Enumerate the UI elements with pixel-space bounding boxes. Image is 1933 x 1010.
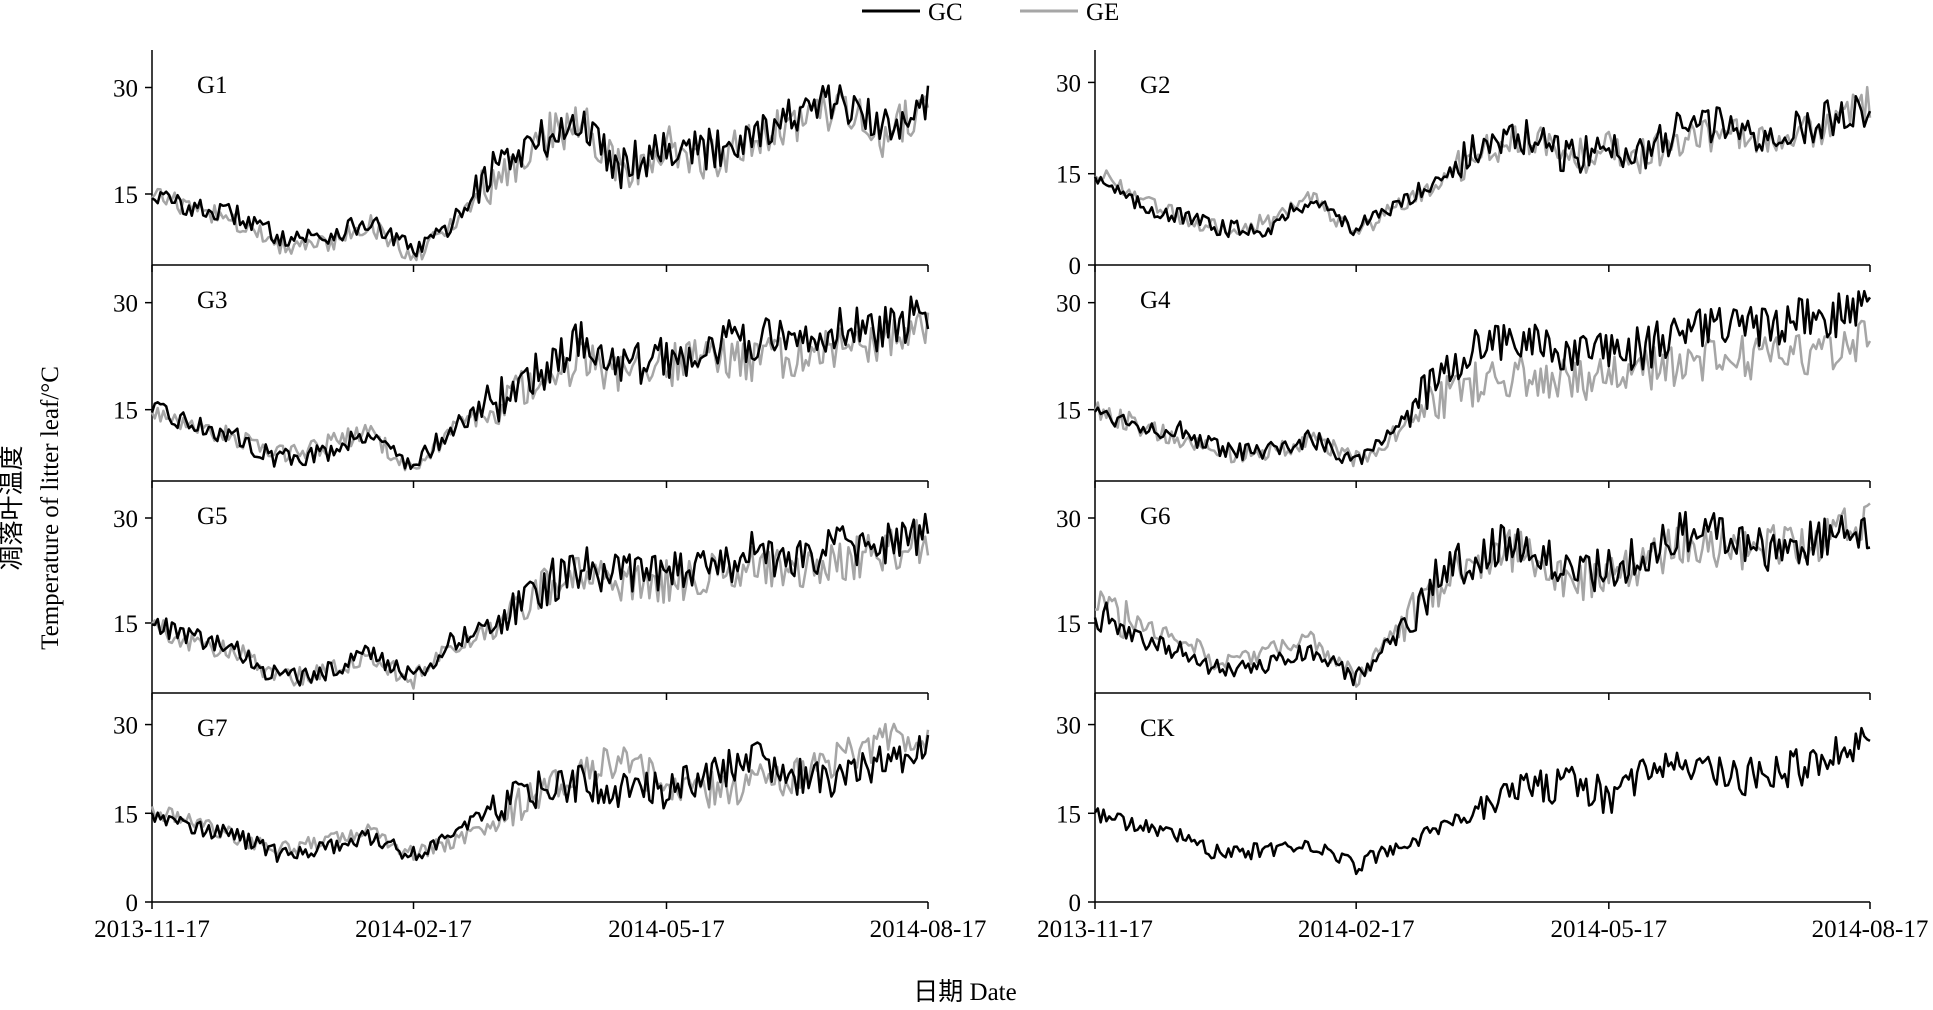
series-line-gc: [1093, 94, 1872, 239]
x-tick-label: 2013-11-17: [1037, 916, 1153, 943]
y-axis-title: 凋落叶温度 Temperature of litter leaf/°C: [0, 366, 64, 650]
y-tick-label: 30: [1056, 70, 1081, 97]
y-tick-label: 15: [113, 182, 138, 209]
series-line-gc: [1093, 289, 1872, 466]
y-tick-label: 15: [1056, 398, 1081, 425]
series-line-ge: [150, 310, 930, 472]
series-line-ge: [150, 722, 930, 861]
series-line-ge: [151, 90, 930, 262]
panel-label: G7: [197, 715, 228, 742]
y-tick-label: 0: [1069, 890, 1082, 917]
y-tick-label: 15: [1056, 801, 1081, 828]
panel-g3: 15 30 G3: [113, 265, 930, 488]
legend-label-gc: GC: [928, 0, 963, 26]
y-tick-label: 30: [113, 506, 138, 533]
panel-ck: 0 15 30 2013-11-17 2014-02-17 2014-05-17 2014-…: [1037, 693, 1928, 943]
panel-label: G3: [197, 287, 228, 314]
panel-g7: 0 15 30 2013-11-17 2014-02-17 2014-05-17 2014-…: [94, 693, 986, 943]
y-tick-label: 30: [113, 291, 138, 318]
x-tick-label: 2014-08-17: [870, 916, 987, 943]
legend-label-ge: GE: [1086, 0, 1119, 26]
y-tick-label: 15: [1056, 611, 1081, 638]
series-line-gc: [1093, 510, 1871, 687]
y-tick-label: 15: [1056, 162, 1081, 189]
y-tick-label: 0: [1069, 253, 1082, 280]
y-tick-label: 30: [1056, 713, 1081, 740]
x-tick-label: 2014-05-17: [608, 916, 725, 943]
x-tick-label: 2014-02-17: [355, 916, 472, 943]
panel-label: CK: [1140, 715, 1175, 742]
y-axis-title-cn: 凋落叶温度: [0, 445, 26, 570]
series-line-gc: [151, 512, 930, 687]
x-tick-label: 2013-11-17: [94, 916, 210, 943]
panel-label: G6: [1140, 503, 1171, 530]
y-tick-label: 15: [113, 398, 138, 425]
y-tick-label: 30: [1056, 291, 1081, 318]
series-line-ge: [1094, 85, 1872, 237]
panel-g4: 15 30 G4: [1056, 265, 1872, 488]
panel-g1: 15 30 G1: [113, 50, 930, 272]
panel-g6: 15 30 G6: [1056, 481, 1871, 700]
panel-label: G4: [1140, 287, 1171, 314]
series-line-ge: [1093, 319, 1872, 468]
x-axis-title: 日期 Date: [913, 979, 1016, 1006]
y-axis-title-en: Temperature of litter leaf/°C: [37, 366, 64, 650]
series-line-gc: [151, 84, 930, 258]
panel-label: G5: [197, 503, 228, 530]
series-line-gc: [150, 734, 930, 863]
y-tick-label: 15: [113, 801, 138, 828]
y-tick-label: 30: [113, 76, 138, 103]
series-line-ge: [1094, 502, 1871, 688]
panel-g5: 15 30 G5: [113, 481, 930, 700]
series-line-gc: [150, 295, 930, 471]
x-tick-label: 2014-02-17: [1298, 916, 1415, 943]
y-tick-label: 30: [1056, 506, 1081, 533]
y-tick-label: 0: [126, 890, 139, 917]
y-tick-label: 15: [113, 611, 138, 638]
panel-g2: 0 15 30 G2: [1056, 50, 1872, 280]
y-tick-label: 30: [113, 713, 138, 740]
series-line-gc: [1093, 726, 1871, 876]
x-tick-label: 2014-08-17: [1812, 916, 1929, 943]
panel-label: G2: [1140, 72, 1171, 99]
panel-label: G1: [197, 72, 228, 99]
legend: GC GE: [862, 0, 1119, 26]
x-tick-label: 2014-05-17: [1550, 916, 1667, 943]
